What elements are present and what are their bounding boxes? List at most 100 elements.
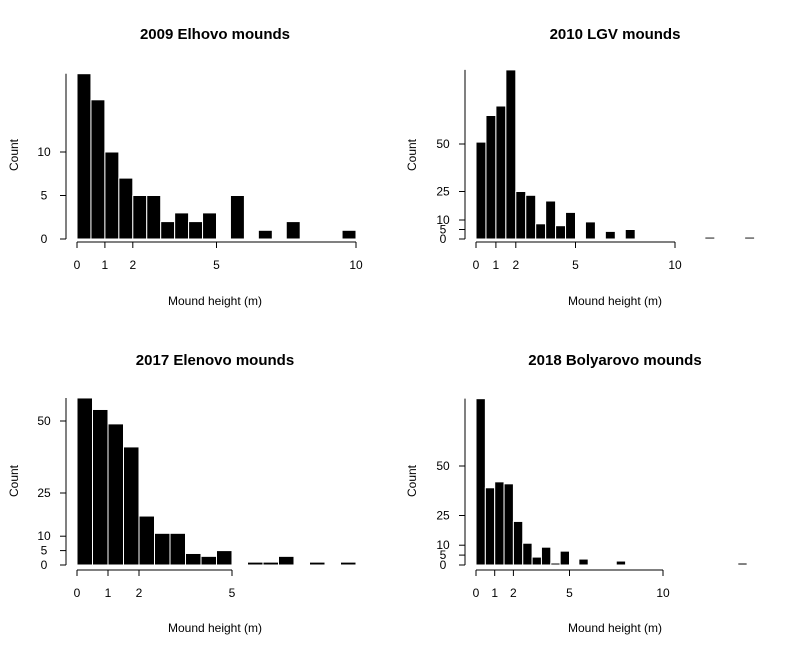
histogram-bar	[185, 552, 202, 566]
histogram-bar	[262, 561, 279, 566]
histogram-bar	[522, 542, 533, 566]
histogram-bar	[525, 194, 537, 240]
histogram-bar	[475, 141, 487, 240]
histogram-bar	[559, 550, 571, 566]
histogram-bar	[278, 555, 295, 566]
y-axis-label: Count	[405, 138, 419, 171]
x-tick-label: 0	[473, 586, 480, 600]
y-tick-label: 5	[41, 544, 48, 558]
histogram-bar	[146, 195, 162, 240]
y-tick-label: 5	[41, 189, 48, 203]
histogram-bar	[515, 191, 527, 240]
histogram-bar	[257, 229, 273, 240]
y-tick-label: 50	[436, 137, 450, 151]
histogram-bar	[737, 562, 748, 566]
x-tick-label: 0	[74, 258, 81, 272]
histogram-bar	[584, 221, 596, 240]
histogram-bar	[138, 515, 155, 566]
histogram-bar	[92, 408, 109, 566]
x-axis-label: Mound height (m)	[568, 294, 662, 308]
histogram-bar	[188, 221, 204, 240]
y-tick-label: 5	[440, 548, 447, 562]
x-tick-label: 1	[493, 258, 500, 272]
y-axis-label: Count	[405, 464, 419, 497]
y-tick-label: 50	[436, 459, 450, 473]
histogram-bar	[503, 483, 514, 566]
x-tick-label: 0	[74, 586, 81, 600]
histogram-bar	[123, 446, 140, 566]
histogram-bar	[90, 99, 106, 240]
histogram-bar	[484, 487, 496, 566]
histogram-bar	[229, 195, 245, 240]
histogram-bar	[545, 200, 557, 240]
histogram-bar	[485, 115, 497, 240]
histogram-bar	[341, 229, 357, 240]
histogram-bar	[200, 555, 217, 566]
histogram-bar	[340, 561, 357, 566]
chart-title: 2018 Bolyarovo mounds	[528, 352, 701, 369]
histogram-bar	[505, 69, 517, 240]
histogram-bar	[216, 550, 233, 566]
histogram-bar	[247, 561, 264, 566]
histogram-bar	[107, 423, 124, 566]
histogram-bar	[535, 223, 547, 240]
x-axis-label: Mound height (m)	[568, 621, 662, 635]
histogram-bar	[512, 520, 524, 566]
x-tick-label: 1	[105, 586, 112, 600]
histogram-bar	[704, 236, 716, 240]
x-tick-label: 10	[656, 586, 670, 600]
y-tick-label: 0	[41, 558, 48, 572]
y-axis-label: Count	[7, 138, 21, 171]
y-tick-label: 50	[37, 414, 51, 428]
x-tick-label: 1	[102, 258, 109, 272]
y-tick-label: 10	[436, 213, 450, 227]
histogram-bar	[169, 532, 186, 566]
x-tick-label: 2	[136, 586, 143, 600]
histogram-bar	[624, 229, 636, 240]
y-axis-label: Count	[7, 464, 21, 497]
histogram-bar	[76, 397, 93, 566]
chart-title: 2009 Elhovo mounds	[140, 26, 290, 43]
histogram-bar	[494, 481, 505, 566]
x-tick-label: 5	[213, 258, 220, 272]
x-tick-label: 10	[349, 258, 363, 272]
histogram-bar	[104, 151, 120, 240]
x-axis-label: Mound height (m)	[168, 294, 262, 308]
y-tick-label: 10	[37, 145, 51, 159]
histogram-bar	[285, 221, 301, 240]
x-tick-label: 2	[129, 258, 136, 272]
x-tick-label: 5	[572, 258, 579, 272]
histogram-bar	[174, 212, 190, 240]
x-tick-label: 2	[510, 586, 517, 600]
y-tick-label: 0	[440, 232, 447, 246]
histogram-bar	[550, 562, 561, 566]
histogram-bar	[495, 105, 507, 240]
histogram-bar	[531, 556, 542, 566]
x-tick-label: 0	[473, 258, 480, 272]
histogram-bar	[744, 236, 756, 240]
y-tick-label: 10	[37, 529, 51, 543]
histogram-bar	[555, 225, 567, 240]
x-axis-label: Mound height (m)	[168, 621, 262, 635]
chart-title: 2017 Elenovo mounds	[136, 352, 294, 369]
x-tick-label: 1	[491, 586, 498, 600]
histogram-bar	[154, 532, 171, 566]
histogram-bar	[132, 195, 148, 240]
y-tick-label: 0	[440, 558, 447, 572]
histogram-bar	[309, 561, 326, 566]
histogram-bar	[604, 230, 616, 240]
x-tick-label: 5	[229, 586, 236, 600]
chart-title: 2010 LGV mounds	[550, 26, 681, 43]
histogram-bar	[578, 558, 589, 566]
y-tick-label: 25	[436, 185, 450, 199]
x-tick-label: 5	[566, 586, 573, 600]
histogram-bar	[160, 221, 176, 240]
x-tick-label: 2	[512, 258, 519, 272]
histogram-bar	[540, 546, 552, 566]
x-tick-label: 10	[668, 258, 682, 272]
y-tick-label: 25	[436, 509, 450, 523]
histogram-bar	[475, 398, 486, 566]
histogram-bar	[202, 212, 218, 240]
y-tick-label: 5	[440, 223, 447, 237]
